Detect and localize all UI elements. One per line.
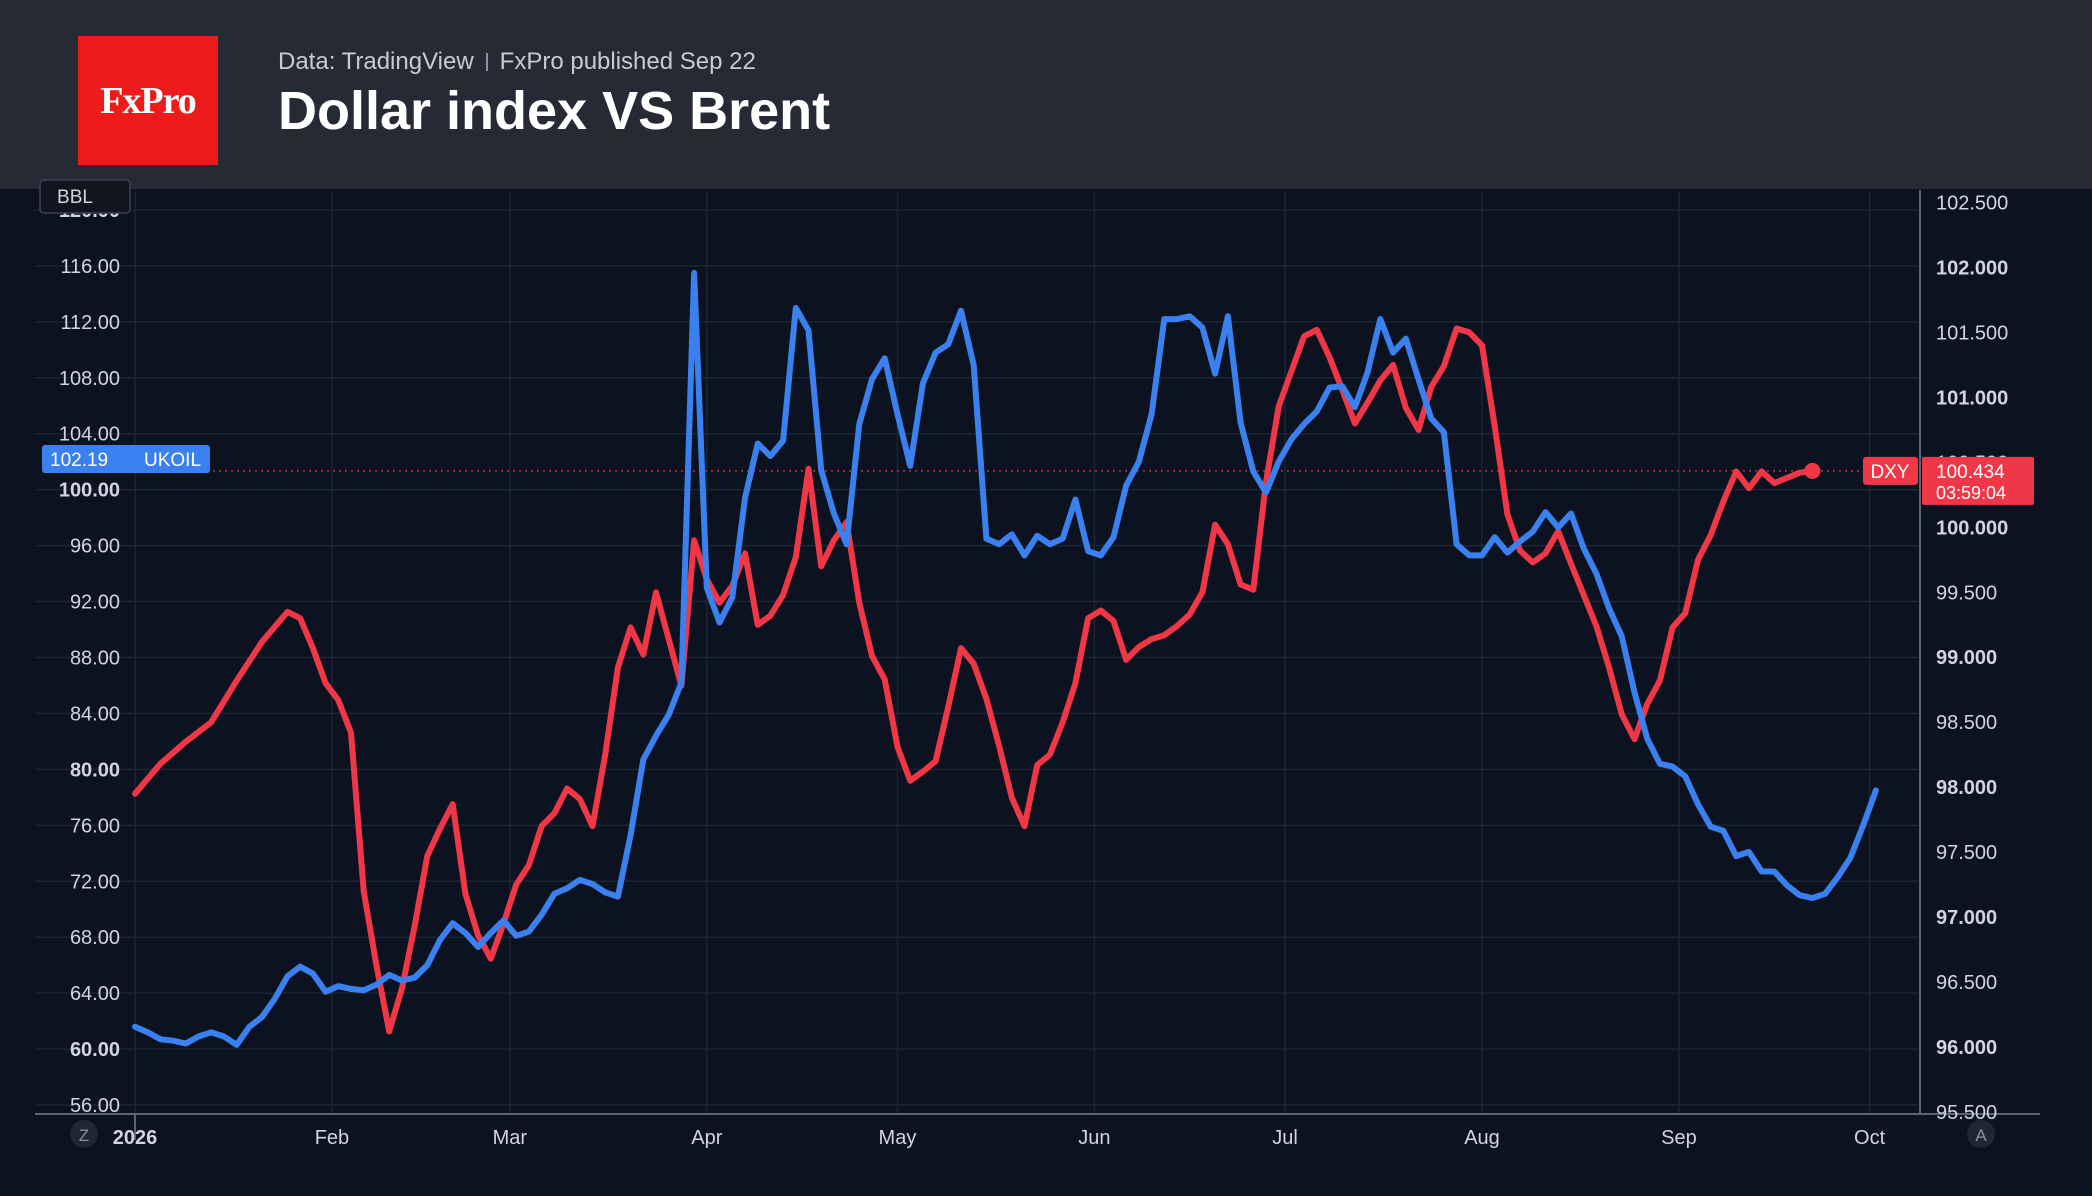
right-tick-label: 97.000: [1936, 907, 1997, 929]
dxy-countdown: 03:59:04: [1936, 483, 2006, 503]
published-date: FxPro published Sep 22: [499, 48, 756, 75]
axes: [35, 190, 2040, 1140]
right-tick-label: 102.500: [1936, 192, 2008, 214]
x-tick-label: Jun: [1078, 1127, 1110, 1149]
left-tick-label: 76.00: [70, 815, 120, 837]
header-bar: FxPro Data: TradingView FxPro published S…: [0, 0, 2092, 189]
right-tick-label: 101.500: [1936, 322, 2008, 344]
dxy-last-point: [1804, 462, 1821, 479]
right-tick-label: 101.000: [1936, 387, 2008, 409]
source-line: Data: TradingView FxPro published Sep 22: [278, 48, 756, 76]
x-tick-label: Jul: [1272, 1127, 1298, 1149]
right-tick-label: 97.500: [1936, 842, 1997, 864]
x-tick-label: Feb: [315, 1127, 349, 1149]
x-tick-label: May: [879, 1127, 917, 1149]
a-button: [1967, 1120, 1995, 1148]
x-tick-label: Apr: [691, 1127, 722, 1149]
separator: [485, 53, 488, 71]
x-tick-label: Mar: [493, 1127, 528, 1149]
x-tick-label: Oct: [1854, 1127, 1886, 1149]
logo-text: FxPro: [100, 79, 197, 122]
left-tick-label: 72.00: [70, 871, 120, 893]
left-tick-label: 96.00: [70, 536, 120, 558]
unit-badge: [39, 179, 131, 214]
series-lines: [132, 269, 1879, 1048]
ukoil-line: [132, 269, 1879, 1048]
left-tick-label: 60.00: [70, 1039, 120, 1061]
left-tick-label: 88.00: [70, 647, 120, 669]
left-tick-label: 68.00: [70, 927, 120, 949]
dxy-symbol-badge: [1863, 456, 1918, 485]
x-tick-label: Aug: [1464, 1127, 1500, 1149]
left-tick-label: 100.00: [59, 480, 120, 502]
left-tick-label: 116.00: [60, 256, 120, 278]
ukoil-symbol: UKOIL: [144, 450, 201, 471]
fxpro-logo: FxPro: [78, 36, 218, 165]
right-tick-label: 96.000: [1936, 1037, 1997, 1059]
unit-label: BBL: [57, 187, 93, 208]
ukoil-last-value: 102.19: [50, 450, 108, 471]
chart-title: Dollar index VS Brent: [278, 81, 831, 141]
right-tick-label: 99.500: [1936, 582, 1997, 604]
dxy-symbol: DXY: [1870, 462, 1909, 483]
dxy-line: [132, 325, 1816, 1035]
right-tick-label: 95.500: [1936, 1102, 1997, 1124]
left-tick-label: 92.00: [70, 592, 120, 614]
a-button-label: A: [1975, 1126, 1987, 1145]
x-tick-label: 2026: [113, 1127, 158, 1149]
dxy-value-badge: [1922, 456, 2034, 505]
right-tick-label: 98.500: [1936, 712, 1997, 734]
data-source: Data: TradingView: [278, 48, 474, 75]
x-tick-label: Sep: [1661, 1127, 1697, 1149]
ukoil-value-badge: [42, 445, 210, 474]
left-tick-label: 64.00: [70, 983, 120, 1005]
right-tick-label: 98.000: [1936, 777, 1997, 799]
dxy-last-value: 100.434: [1936, 462, 2005, 483]
left-tick-label: 104.00: [59, 424, 120, 446]
left-tick-label: 56.00: [70, 1095, 120, 1117]
right-tick-label: 96.500: [1936, 972, 1997, 994]
left-tick-label: 108.00: [59, 368, 120, 390]
right-tick-label: 102.000: [1936, 257, 2008, 279]
z-button: [70, 1120, 98, 1148]
left-tick-label: 80.00: [70, 759, 120, 781]
z-button-label: Z: [79, 1126, 89, 1145]
axis-labels: 56.00 60.00 64.00 68.00 72.00 76.00 80.00 84.00…: [39, 179, 2008, 1149]
right-tick-label: 100.000: [1936, 517, 2008, 539]
left-tick-label: 112.00: [60, 312, 120, 334]
right-tick-label: 99.000: [1936, 647, 1997, 669]
left-tick-label: 84.00: [70, 703, 120, 725]
grid: [35, 192, 1918, 1114]
